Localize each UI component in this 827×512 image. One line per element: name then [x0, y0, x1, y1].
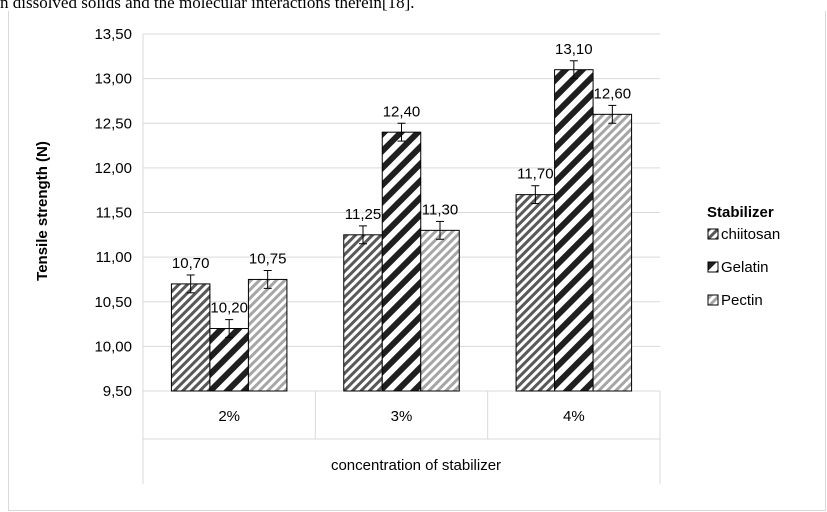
y-tick-label: 10,00	[94, 338, 132, 355]
bar-chiitosan-2%	[170, 283, 211, 392]
legend-title: Stabilizer	[707, 204, 774, 221]
data-label: 11,30	[422, 201, 458, 218]
x-tick-label: 2%	[218, 408, 240, 425]
legend-label: Pectin	[721, 292, 763, 309]
y-axis-ticks: 9,50 10,00 10,50 11,00 11,50 12,00 12,50 13,00 1…	[94, 26, 132, 400]
legend-swatch	[707, 294, 719, 306]
y-tick-label: 11,50	[96, 205, 132, 222]
error-bar	[531, 185, 540, 205]
data-label: 11,25	[345, 206, 381, 223]
x-tick-label: 4%	[563, 408, 585, 425]
y-tick-label: 13,00	[94, 71, 132, 88]
y-tick-label: 11,00	[96, 249, 132, 266]
y-tick-label: 12,00	[94, 160, 132, 177]
bar-chiitosan-4%	[515, 194, 556, 392]
data-label: 12,60	[594, 85, 632, 102]
data-label: 13,10	[555, 41, 593, 58]
y-tick-label: 12,50	[94, 115, 132, 132]
error-bar	[263, 270, 272, 289]
data-label: 12,40	[383, 103, 421, 120]
y-axis-label: Tensile strength (N)	[34, 141, 51, 281]
bar-chiitosan-3%	[343, 234, 383, 392]
x-axis: 2% 3% 4%	[142, 391, 661, 484]
legend-swatch	[707, 228, 719, 240]
error-bar	[359, 225, 367, 245]
x-tick-label: 3%	[391, 408, 413, 425]
data-label: 10,75	[249, 251, 287, 268]
error-bar	[186, 274, 195, 294]
chart: 9,50 10,00 10,50 11,00 11,50 12,00 12,50 13,00 1…	[34, 26, 780, 484]
bar-pectin-3%	[420, 229, 460, 392]
x-axis-label: concentration of stabilizer	[331, 457, 501, 474]
bars	[170, 69, 633, 392]
error-bars	[186, 60, 617, 338]
error-bar	[569, 60, 578, 80]
error-bar	[608, 104, 617, 124]
data-label: 10,20	[210, 300, 248, 317]
bar-gelatin-4%	[554, 69, 594, 392]
bar-gelatin-3%	[381, 131, 422, 392]
bar-gelatin-2%	[209, 328, 249, 392]
data-label: 11,70	[517, 166, 553, 183]
legend: Stabilizer chiitosan Gelatin Pectin	[707, 204, 780, 309]
y-tick-label: 9,50	[103, 383, 132, 400]
error-bar	[436, 220, 444, 240]
legend-label: chiitosan	[721, 226, 780, 243]
header-text: n dissolved solids and the molecular int…	[0, 0, 415, 12]
bar-pectin-4%	[592, 113, 633, 392]
data-labels: 10,70 11,25 11,70 10,20 12,40 13,10 10,75 11,30…	[172, 41, 631, 317]
legend-label: Gelatin	[721, 259, 769, 276]
error-bar	[225, 319, 234, 338]
chart-frame: 9,50 10,00 10,50 11,00 11,50 12,00 12,50 13,00 1…	[8, 11, 826, 511]
y-tick-label: 13,50	[94, 26, 132, 43]
data-label: 10,70	[172, 255, 210, 272]
y-tick-label: 10,50	[94, 294, 132, 311]
bar-pectin-2%	[247, 278, 288, 392]
legend-swatch	[707, 261, 719, 273]
error-bar	[397, 122, 406, 142]
